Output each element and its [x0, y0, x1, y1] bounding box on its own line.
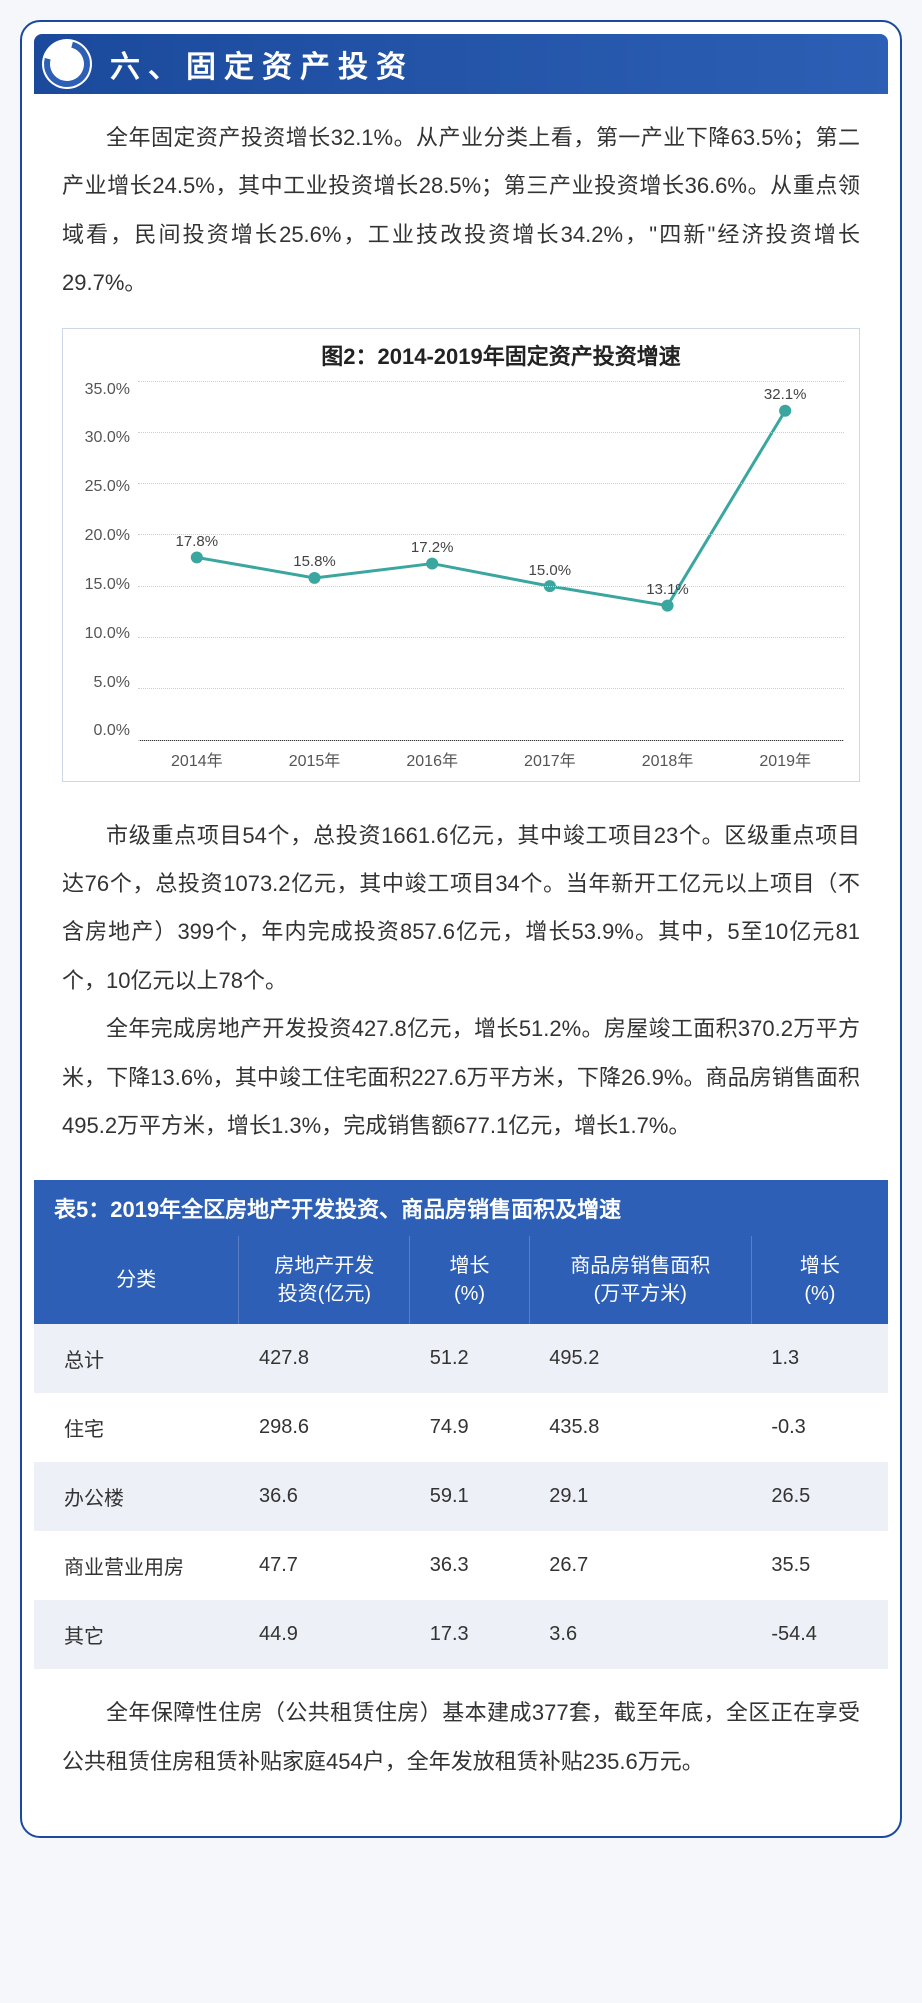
y-tick-label: 25.0% [78, 478, 130, 496]
table-cell: 36.3 [410, 1531, 530, 1600]
table-cell: -0.3 [751, 1393, 888, 1462]
document-container: 六、固定资产投资 全年固定资产投资增长32.1%。从产业分类上看，第一产业下降6… [20, 20, 902, 1838]
x-tick-label: 2019年 [726, 747, 844, 771]
paragraph-1: 全年固定资产投资增长32.1%。从产业分类上看，第一产业下降63.5%；第二产业… [22, 94, 900, 328]
chart-figure-2: 图2：2014-2019年固定资产投资增速 35.0% 30.0% 25.0% 20.… [62, 328, 860, 782]
grid-line [138, 740, 844, 741]
grid-line [138, 534, 844, 535]
chart-line-svg [138, 381, 844, 740]
y-tick-label: 0.0% [78, 722, 130, 740]
table-cell: 商业营业用房 [34, 1531, 239, 1600]
table-column-header: 增长(%) [410, 1236, 530, 1324]
data-point-label: 17.8% [176, 533, 219, 550]
table-cell: 26.5 [751, 1462, 888, 1531]
data-point-label: 13.1% [646, 581, 689, 598]
table-cell: 1.3 [751, 1324, 888, 1393]
table-cell: 51.2 [410, 1324, 530, 1393]
paragraph-1-text: 全年固定资产投资增长32.1%。从产业分类上看，第一产业下降63.5%；第二产业… [62, 114, 860, 308]
x-axis-labels: 2014年2015年2016年2017年2018年2019年 [138, 747, 844, 771]
data-point-label: 15.0% [529, 562, 572, 579]
y-tick-label: 10.0% [78, 625, 130, 643]
paragraph-2-3: 市级重点项目54个，总投资1661.6亿元，其中竣工项目23个。区级重点项目达7… [22, 792, 900, 1171]
data-point-label: 15.8% [293, 554, 336, 571]
table-column-header: 商品房销售面积(万平方米) [529, 1236, 751, 1324]
table-column-header: 增长(%) [751, 1236, 888, 1324]
table-cell: 办公楼 [34, 1462, 239, 1531]
table-header: 分类房地产开发投资(亿元)增长(%)商品房销售面积(万平方米)增长(%) [34, 1236, 888, 1324]
x-tick-label: 2018年 [609, 747, 727, 771]
table-cell: 47.7 [239, 1531, 410, 1600]
paragraph-4: 全年保障性住房（公共租赁住房）基本建成377套，截至年底，全区正在享受公共租赁住… [22, 1669, 900, 1806]
table-cell: 435.8 [529, 1393, 751, 1462]
y-axis-labels: 35.0% 30.0% 25.0% 20.0% 15.0% 10.0% 5.0% 0.0% [78, 381, 138, 741]
logo-icon [42, 39, 92, 89]
paragraph-4-text: 全年保障性住房（公共租赁住房）基本建成377套，截至年底，全区正在享受公共租赁住… [62, 1689, 860, 1786]
table-row: 住宅298.674.9435.8-0.3 [34, 1393, 888, 1462]
table-cell: 495.2 [529, 1324, 751, 1393]
table-cell: 26.7 [529, 1531, 751, 1600]
table-cell: 其它 [34, 1600, 239, 1669]
banner-title: 六、固定资产投资 [110, 42, 414, 86]
table-row: 总计427.851.2495.21.3 [34, 1324, 888, 1393]
table-cell: 44.9 [239, 1600, 410, 1669]
grid-line [138, 637, 844, 638]
table-body: 总计427.851.2495.21.3住宅298.674.9435.8-0.3办… [34, 1324, 888, 1669]
table-cell: 35.5 [751, 1531, 888, 1600]
table-row: 商业营业用房47.736.326.735.5 [34, 1531, 888, 1600]
y-tick-label: 35.0% [78, 381, 130, 399]
y-tick-label: 15.0% [78, 576, 130, 594]
grid-line [138, 381, 844, 382]
grid-line [138, 483, 844, 484]
data-point-label: 32.1% [764, 386, 807, 403]
table-cell: 427.8 [239, 1324, 410, 1393]
table-cell: 59.1 [410, 1462, 530, 1531]
table-cell: 17.3 [410, 1600, 530, 1669]
table-cell: 住宅 [34, 1393, 239, 1462]
table-cell: 3.6 [529, 1600, 751, 1669]
table-row: 其它44.917.33.6-54.4 [34, 1600, 888, 1669]
table-column-header: 分类 [34, 1236, 239, 1324]
x-tick-label: 2017年 [491, 747, 609, 771]
paragraph-2-text: 市级重点项目54个，总投资1661.6亿元，其中竣工项目23个。区级重点项目达7… [62, 812, 860, 1006]
table-cell: 36.6 [239, 1462, 410, 1531]
y-tick-label: 30.0% [78, 429, 130, 447]
data-table-5: 分类房地产开发投资(亿元)增长(%)商品房销售面积(万平方米)增长(%) 总计4… [34, 1236, 888, 1669]
chart-area: 35.0% 30.0% 25.0% 20.0% 15.0% 10.0% 5.0% 0.0% 1… [78, 381, 844, 741]
table-cell: 29.1 [529, 1462, 751, 1531]
y-tick-label: 5.0% [78, 674, 130, 692]
table-cell: 298.6 [239, 1393, 410, 1462]
chart-plot: 17.8% 15.8% 17.2% 15.0% 13.1% 32.1% [138, 381, 844, 741]
x-tick-label: 2016年 [373, 747, 491, 771]
table-cell: -54.4 [751, 1600, 888, 1669]
chart-title: 图2：2014-2019年固定资产投资增速 [158, 339, 844, 371]
table-column-header: 房地产开发投资(亿元) [239, 1236, 410, 1324]
data-point-label: 17.2% [411, 539, 454, 556]
table-title: 表5：2019年全区房地产开发投资、商品房销售面积及增速 [34, 1180, 888, 1236]
x-tick-label: 2014年 [138, 747, 256, 771]
x-tick-label: 2015年 [256, 747, 374, 771]
grid-line [138, 586, 844, 587]
table-row: 办公楼36.659.129.126.5 [34, 1462, 888, 1531]
grid-line [138, 432, 844, 433]
paragraph-3-text: 全年完成房地产开发投资427.8亿元，增长51.2%。房屋竣工面积370.2万平… [62, 1005, 860, 1150]
table-cell: 74.9 [410, 1393, 530, 1462]
table-cell: 总计 [34, 1324, 239, 1393]
section-banner: 六、固定资产投资 [34, 34, 888, 94]
grid-line [138, 688, 844, 689]
y-tick-label: 20.0% [78, 527, 130, 545]
